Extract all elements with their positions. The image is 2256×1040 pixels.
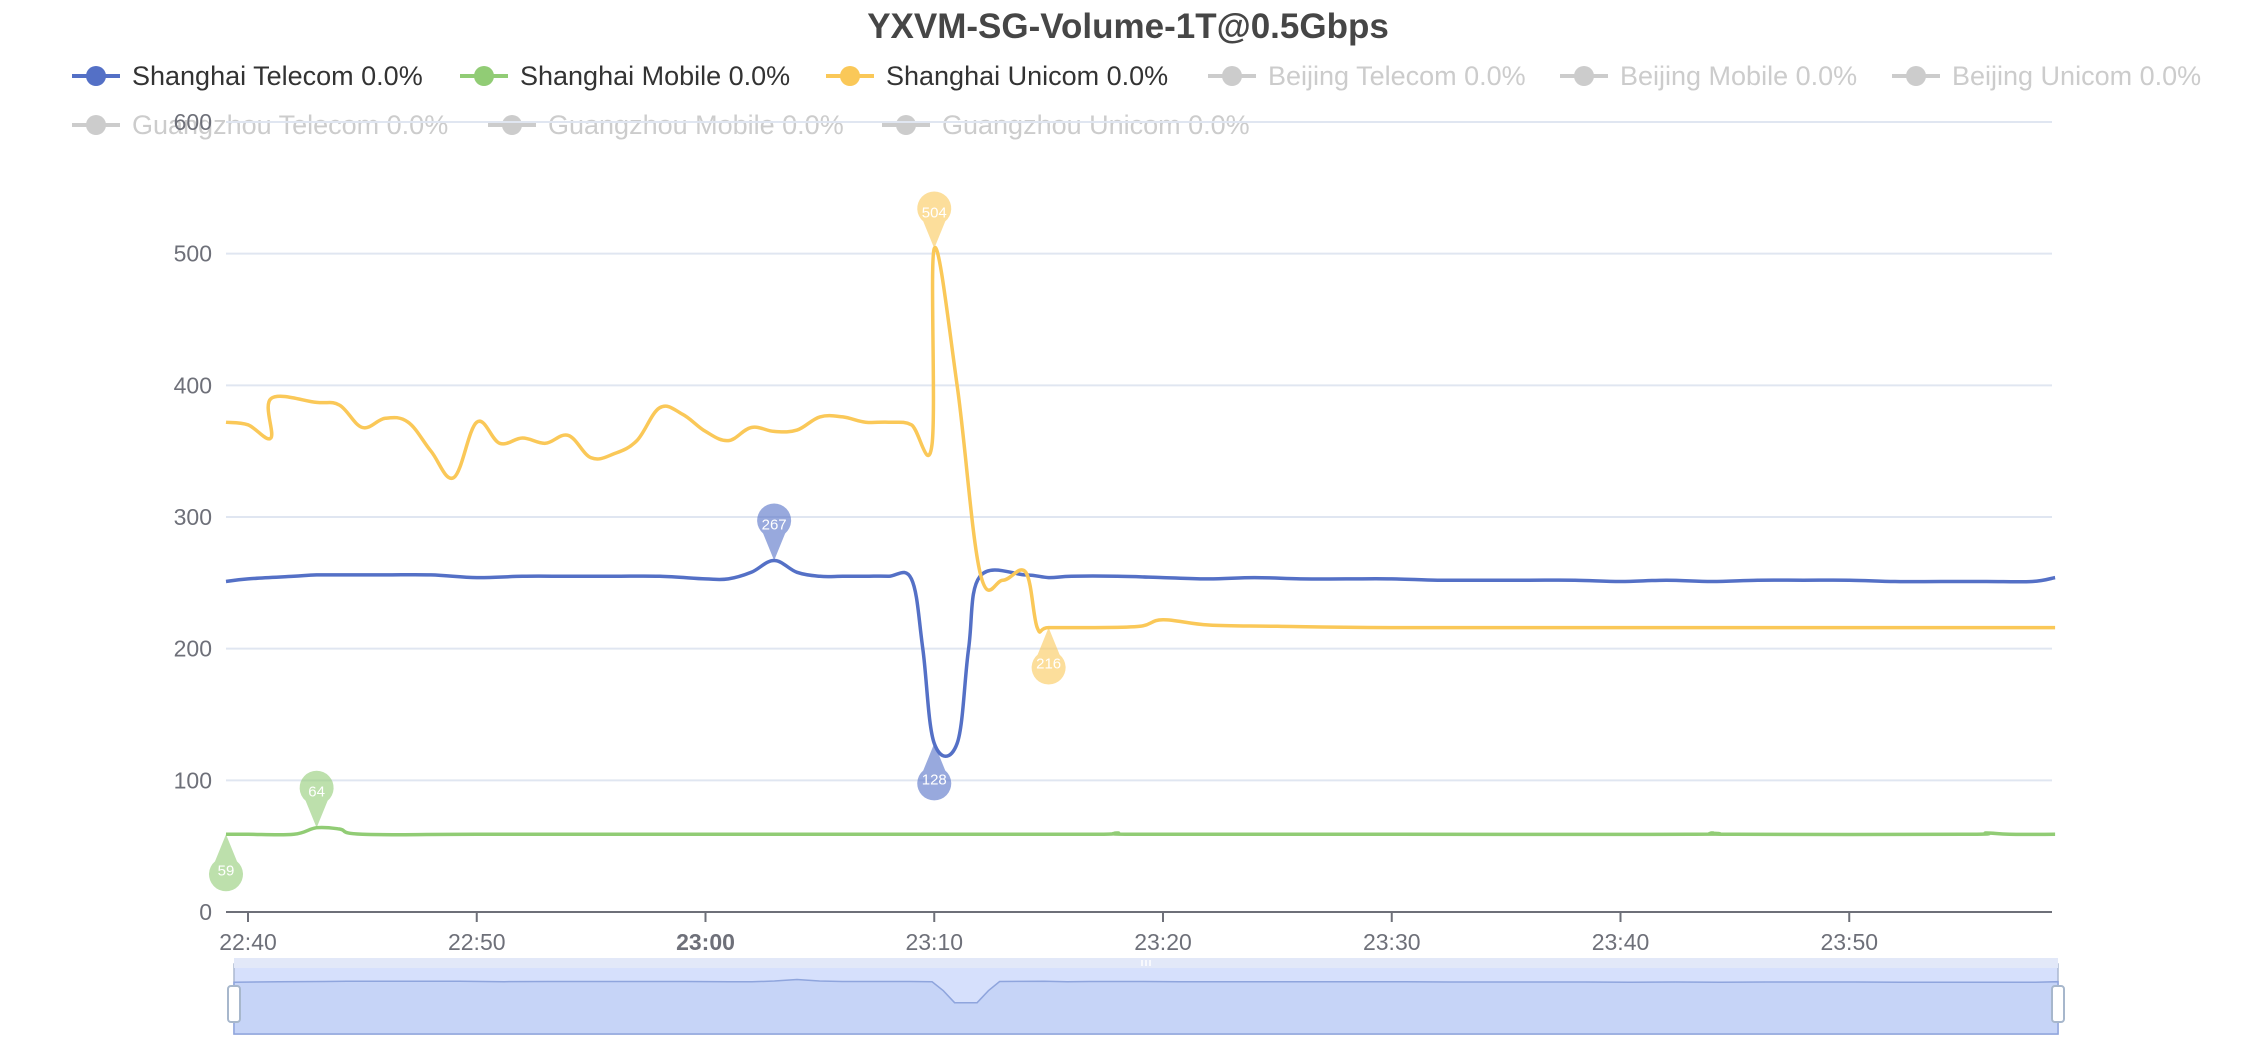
legend-dot-icon: [86, 115, 106, 135]
y-tick-label: 100: [174, 767, 212, 793]
legend-dot-icon: [1906, 66, 1926, 86]
legend-label: Beijing Telecom 0.0%: [1268, 61, 1526, 91]
zoom-preview-area: [233, 978, 2059, 1035]
marker-label: 216: [1036, 656, 1061, 673]
marker-pin: [917, 191, 952, 249]
marker-label: 128: [922, 771, 947, 788]
legend-label: Shanghai Mobile 0.0%: [520, 61, 790, 91]
legend: Shanghai Telecom 0.0% Shanghai Mobile 0.0…: [72, 61, 2201, 140]
legend-label: Beijing Unicom 0.0%: [1952, 61, 2201, 91]
legend-item[interactable]: Shanghai Unicom 0.0%: [826, 61, 1168, 91]
legend-label: Shanghai Telecom 0.0%: [132, 61, 423, 91]
legend-label: Guangzhou Unicom 0.0%: [942, 110, 1250, 140]
marker-label: 64: [308, 784, 325, 801]
zoom-right-handle[interactable]: [2051, 985, 2065, 1023]
y-tick-label: 600: [174, 109, 212, 135]
max-pin-icon: [299, 770, 334, 828]
legend-dot-icon: [502, 115, 522, 135]
legend-item[interactable]: Guangzhou Mobile 0.0%: [488, 110, 844, 140]
legend-dot-icon: [1574, 66, 1594, 86]
legend-dot-icon: [1222, 66, 1242, 86]
legend-item[interactable]: Shanghai Mobile 0.0%: [460, 61, 790, 91]
min-pin-icon: [1031, 627, 1066, 685]
x-axis: 22:40 22:50 23:00 23:10 23:20 23:30 23:40 23:50: [219, 911, 2052, 955]
series-line: [225, 245, 2056, 634]
marker-label: 267: [762, 516, 787, 533]
legend-item[interactable]: Beijing Unicom 0.0%: [1892, 61, 2201, 91]
chart-title: YXVM-SG-Volume-1T@0.5Gbps: [867, 7, 1389, 46]
plot-area: [225, 245, 2056, 837]
legend-item[interactable]: Beijing Mobile 0.0%: [1560, 61, 1857, 91]
y-tick-label: 500: [174, 241, 212, 267]
series-line: [225, 825, 2056, 837]
marker-pin: [917, 743, 952, 801]
x-tick-label: 23:40: [1592, 929, 1650, 955]
legend-dot-icon: [840, 66, 860, 86]
legend-dot-icon: [474, 66, 494, 86]
legend-item[interactable]: Beijing Telecom 0.0%: [1208, 61, 1526, 91]
legend-dot-icon: [896, 115, 916, 135]
y-tick-label: 400: [174, 372, 212, 398]
marker-pin: [1031, 627, 1066, 685]
legend-item[interactable]: Shanghai Telecom 0.0%: [72, 61, 423, 91]
marker-pin: [299, 770, 334, 828]
y-tick-label: 200: [174, 636, 212, 662]
max-pin-icon: [757, 503, 792, 561]
x-tick-label: 23:20: [1134, 929, 1192, 955]
legend-dot-icon: [86, 66, 106, 86]
x-tick-label: 22:40: [219, 929, 277, 955]
x-tick-label: 23:30: [1363, 929, 1421, 955]
legend-item[interactable]: Guangzhou Telecom 0.0%: [72, 110, 448, 140]
min-pin-icon: [209, 834, 243, 892]
y-tick-label: 0: [199, 899, 212, 925]
marker-label: 59: [218, 862, 235, 879]
min-pin-icon: [917, 743, 952, 801]
legend-label: Shanghai Unicom 0.0%: [886, 61, 1168, 91]
max-pin-icon: [917, 191, 952, 249]
data-zoom-slider[interactable]: [227, 958, 2065, 1035]
x-tick-label: 23:50: [1820, 929, 1878, 955]
x-tick-label: 23:10: [905, 929, 963, 955]
legend-label: Beijing Mobile 0.0%: [1620, 61, 1857, 91]
marker-pin: [757, 503, 792, 561]
marker-label: 504: [922, 204, 947, 221]
y-axis: 0 100 200 300 400 500 600: [174, 109, 212, 925]
marker-pin: [209, 834, 243, 892]
legend-label: Guangzhou Mobile 0.0%: [548, 110, 844, 140]
grid-lines: [226, 121, 2052, 782]
y-tick-label: 300: [174, 504, 212, 530]
zoom-left-handle[interactable]: [227, 985, 241, 1023]
x-tick-label: 23:00: [676, 929, 735, 955]
series-line: [225, 558, 2056, 758]
x-tick-label: 22:50: [448, 929, 506, 955]
data-markers: 267 128 64 59 504 216: [209, 191, 1066, 892]
legend-item[interactable]: Guangzhou Unicom 0.0%: [882, 110, 1250, 140]
legend-label: Guangzhou Telecom 0.0%: [132, 110, 448, 140]
